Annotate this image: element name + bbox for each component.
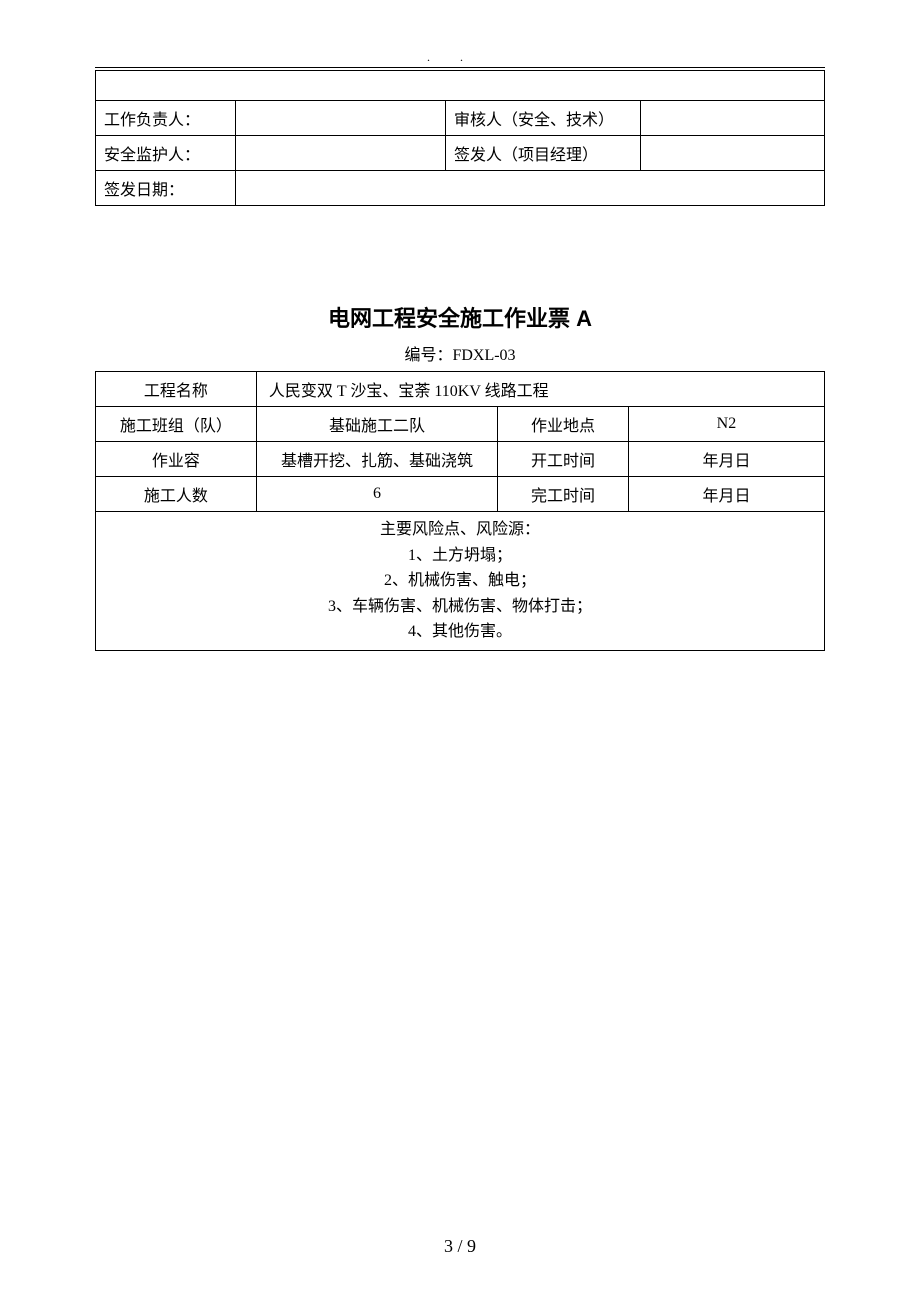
team-label: 施工班组（队）: [96, 407, 257, 442]
issuer-value: [641, 136, 825, 171]
work-content-value: 基槽开挖、扎筋、基础浇筑: [256, 442, 497, 477]
risk-item: 3、车辆伤害、机械伤害、物体打击；: [104, 594, 816, 620]
project-name-value: 人民变双 T 沙宝、宝荼 110KV 线路工程: [256, 372, 824, 407]
issuer-label: 签发人（项目经理）: [446, 136, 641, 171]
table-row: 施工人数 6 完工时间 年月日: [96, 477, 825, 512]
table-row: 施工班组（队） 基础施工二队 作业地点 N2: [96, 407, 825, 442]
page-number: 3 / 9: [0, 1236, 920, 1257]
location-value: N2: [628, 407, 824, 442]
table-row: 工程名称 人民变双 T 沙宝、宝荼 110KV 线路工程: [96, 372, 825, 407]
start-time-label: 开工时间: [498, 442, 629, 477]
risk-item: 2、机械伤害、触电；: [104, 568, 816, 594]
issue-date-label: 签发日期：: [96, 171, 236, 206]
header-decoration: ..: [95, 50, 825, 65]
table-row: 主要风险点、风险源： 1、土方坍塌； 2、机械伤害、触电； 3、车辆伤害、机械伤…: [96, 512, 825, 651]
header-dot: .: [460, 50, 493, 64]
work-leader-label: 工作负责人：: [96, 101, 236, 136]
work-content-label: 作业容: [96, 442, 257, 477]
header-dot: .: [427, 50, 460, 64]
document-number: 编号：FDXL-03: [95, 341, 825, 365]
safety-supervisor-label: 安全监护人：: [96, 136, 236, 171]
risk-title: 主要风险点、风险源：: [104, 517, 816, 543]
end-time-label: 完工时间: [498, 477, 629, 512]
work-ticket-table: 工程名称 人民变双 T 沙宝、宝荼 110KV 线路工程 施工班组（队） 基础施…: [95, 371, 825, 651]
worker-count-label: 施工人数: [96, 477, 257, 512]
main-title: 电网工程安全施工作业票 A: [95, 301, 825, 333]
table-row: 作业容 基槽开挖、扎筋、基础浇筑 开工时间 年月日: [96, 442, 825, 477]
signature-table: 工作负责人： 审核人（安全、技术） 安全监护人： 签发人（项目经理） 签发日期：: [95, 70, 825, 206]
project-name-label: 工程名称: [96, 372, 257, 407]
work-leader-value: [236, 101, 446, 136]
blank-row: [96, 71, 825, 101]
risk-item: 1、土方坍塌；: [104, 543, 816, 569]
team-value: 基础施工二队: [256, 407, 497, 442]
blank-cell: [96, 71, 825, 101]
page-container: .. 工作负责人： 审核人（安全、技术） 安全监护人： 签发人（项目经理） 签发…: [0, 0, 920, 691]
end-time-value: 年月日: [628, 477, 824, 512]
table-row: 安全监护人： 签发人（项目经理）: [96, 136, 825, 171]
table-row: 工作负责人： 审核人（安全、技术）: [96, 101, 825, 136]
header-line: [95, 67, 825, 68]
table-row: 签发日期：: [96, 171, 825, 206]
safety-supervisor-value: [236, 136, 446, 171]
reviewer-label: 审核人（安全、技术）: [446, 101, 641, 136]
issue-date-value: [236, 171, 825, 206]
worker-count-value: 6: [256, 477, 497, 512]
risk-section: 主要风险点、风险源： 1、土方坍塌； 2、机械伤害、触电； 3、车辆伤害、机械伤…: [96, 512, 825, 651]
location-label: 作业地点: [498, 407, 629, 442]
risk-item: 4、其他伤害。: [104, 619, 816, 645]
reviewer-value: [641, 101, 825, 136]
start-time-value: 年月日: [628, 442, 824, 477]
